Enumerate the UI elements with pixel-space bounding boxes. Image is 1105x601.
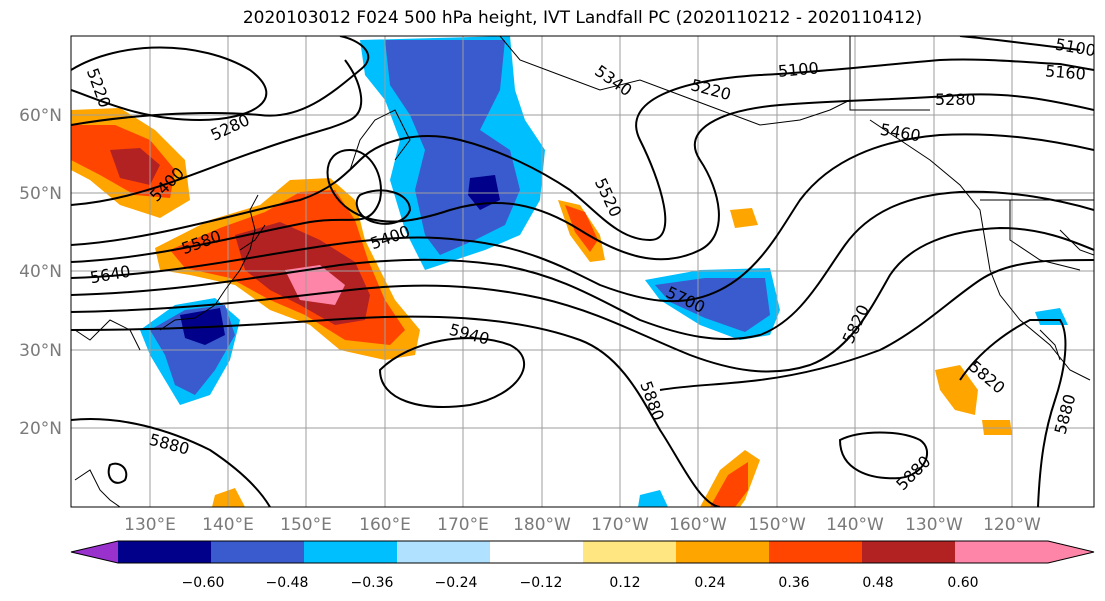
height-contours [71,36,1094,507]
colorbar-segment [490,541,584,563]
colorbar-tick-label: −0.24 [435,575,478,591]
colorbar-tick-label: 0.24 [694,575,725,591]
lat-label: 50°N [19,184,62,204]
map-panel: 5220 5280 5400 5580 5640 5400 5340 5220 … [71,36,1094,507]
colorbar-tick-label: 0.48 [862,575,893,591]
contour-label: 5100 [777,58,819,80]
lon-label: 170°W [591,515,649,535]
colorbar-segment [304,541,398,563]
lon-label: 150°W [748,515,806,535]
ivt-negative-region [655,278,770,332]
colorbar-segment [397,541,491,563]
colorbar [70,540,1095,564]
colorbar-extension-high [1048,541,1094,563]
lon-label: 130°W [905,515,963,535]
colorbar-tick-label: −0.12 [520,575,563,591]
ivt-positive-region [710,462,748,507]
colorbar-tick-label: −0.60 [182,575,225,591]
colorbar-segment [583,541,677,563]
contour-label: 5280 [935,90,976,109]
colorbar-tick-label: −0.36 [351,575,394,591]
colorbar-segment [676,541,770,563]
lon-label: 180°W [513,515,571,535]
ivt-positive-region [730,208,758,228]
lon-label: 120°W [983,515,1041,535]
ivt-positive-region [565,205,598,252]
colorbar-tick-label: 0.60 [947,575,978,591]
longitude-labels: 130°E 140°E 150°E 160°E 170°E 180°W 170°… [124,515,1041,535]
ivt-shading [71,36,1068,507]
lon-label: 160°E [359,515,411,535]
colorbar-segment [769,541,863,563]
colorbar-segment [211,541,305,563]
contour-label: 5160 [1044,61,1086,83]
lon-label: 140°W [826,515,884,535]
lon-label: 160°W [669,515,727,535]
colorbar-outline [70,540,1095,564]
lat-label: 60°N [19,106,62,126]
map-border [70,35,1095,508]
ivt-negative-region [638,490,668,507]
colorbar-extension-low [71,541,118,563]
latitude-labels: 60°N 50°N 40°N 30°N 20°N [19,106,62,439]
colorbar-segment [955,541,1049,563]
colorbar-tick-label: 0.36 [778,575,809,591]
colorbar-segment [118,541,212,563]
map-title: 2020103012 F024 500 hPa height, IVT Land… [242,8,923,28]
colorbar-labels: −0.60 −0.48 −0.36 −0.24 −0.12 0.12 0.24 … [182,575,979,591]
lat-label: 40°N [19,262,62,282]
lon-label: 140°E [202,515,254,535]
colorbar-tick-label: −0.48 [266,575,309,591]
lon-label: 150°E [280,515,332,535]
colorbar-segment [862,541,956,563]
lon-label: 130°E [124,515,176,535]
lat-label: 30°N [19,341,62,361]
ivt-positive-region [935,365,978,415]
lat-label: 20°N [19,419,62,439]
ivt-positive-region [110,148,160,185]
lon-label: 170°E [437,515,489,535]
colorbar-tick-label: 0.12 [609,575,640,591]
